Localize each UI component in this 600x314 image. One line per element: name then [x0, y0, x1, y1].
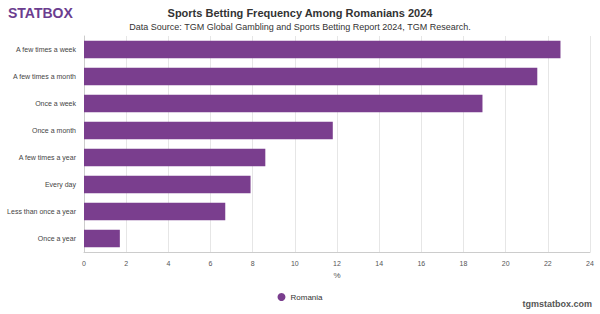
svg-text:16: 16	[417, 260, 425, 267]
svg-text:Once a year: Once a year	[38, 235, 77, 243]
svg-text:20: 20	[502, 260, 510, 267]
svg-text:%: %	[333, 271, 340, 280]
svg-text:Once a month: Once a month	[32, 127, 76, 134]
svg-text:8: 8	[251, 260, 255, 267]
svg-text:Every day: Every day	[45, 181, 77, 189]
svg-text:A few times a year: A few times a year	[19, 154, 77, 162]
svg-text:4: 4	[166, 260, 170, 267]
svg-text:Sports Betting Frequency Among: Sports Betting Frequency Among Romanians…	[168, 7, 434, 19]
svg-text:Data Source: TGM Global Gambli: Data Source: TGM Global Gambling and Spo…	[129, 22, 470, 32]
svg-text:14: 14	[375, 260, 383, 267]
svg-text:A few times a month: A few times a month	[13, 73, 76, 80]
svg-text:10: 10	[291, 260, 299, 267]
svg-text:2: 2	[124, 260, 128, 267]
svg-text:Less than once a year: Less than once a year	[7, 208, 77, 216]
svg-text:Once a week: Once a week	[35, 100, 76, 107]
svg-text:Romania: Romania	[290, 293, 323, 302]
svg-text:tgmstatbox.com: tgmstatbox.com	[522, 299, 592, 309]
svg-text:6: 6	[209, 260, 213, 267]
svg-text:STATBOX: STATBOX	[8, 5, 73, 21]
svg-text:12: 12	[333, 260, 341, 267]
svg-text:0: 0	[82, 260, 86, 267]
svg-text:A few times a week: A few times a week	[16, 46, 76, 53]
svg-text:22: 22	[544, 260, 552, 267]
svg-text:24: 24	[586, 260, 594, 267]
svg-text:18: 18	[460, 260, 468, 267]
